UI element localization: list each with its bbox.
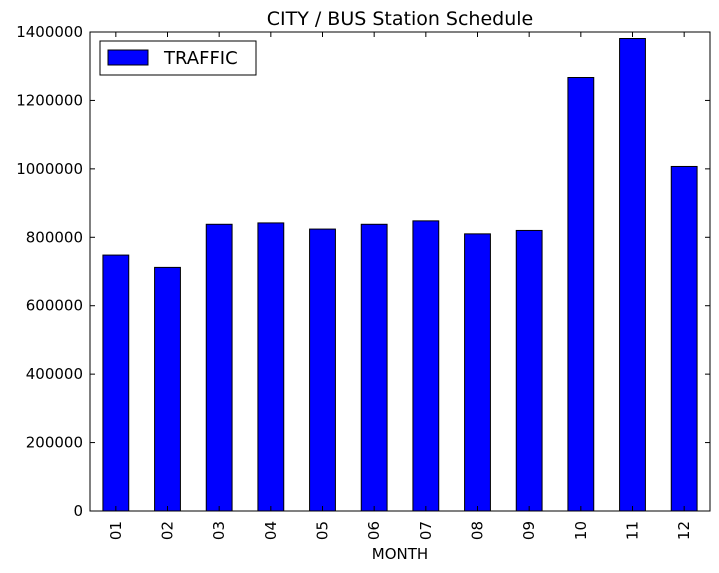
bar-05 — [309, 228, 336, 512]
y-tick-label: 1200000 — [16, 91, 83, 109]
plot-frame — [89, 31, 711, 512]
bar-08 — [464, 233, 491, 512]
bar-06 — [360, 223, 388, 512]
y-axis: 0 200000 400000 600000 800000 1000000 1200000 1… — [16, 23, 710, 520]
x-tick-label: 11 — [624, 521, 642, 540]
y-tick-label: 800000 — [26, 228, 83, 246]
x-tick-label: 03 — [210, 521, 228, 540]
bar-09 — [515, 229, 543, 512]
bar-10 — [567, 77, 595, 512]
bars-group — [102, 38, 698, 512]
x-tick-label: 02 — [159, 521, 177, 540]
x-tick-label: 01 — [107, 521, 125, 540]
x-axis: 01 02 03 04 05 06 07 08 09 10 11 12 — [107, 32, 693, 540]
bar-01 — [102, 254, 130, 512]
x-tick-label: 12 — [675, 521, 693, 540]
bar-04 — [257, 222, 285, 512]
chart-title: CITY / BUS Station Schedule — [267, 8, 534, 30]
x-tick-label: 04 — [262, 521, 280, 540]
legend-swatch — [107, 49, 149, 66]
legend: TRAFFIC — [99, 40, 257, 76]
x-tick-label: 06 — [365, 521, 383, 540]
x-axis-label: MONTH — [372, 545, 428, 563]
y-tick-label: 0 — [73, 502, 83, 520]
x-tick-label: 09 — [520, 521, 538, 540]
x-tick-label: 10 — [572, 521, 590, 540]
legend-label: TRAFFIC — [163, 48, 238, 69]
x-tick-label: 07 — [417, 521, 435, 540]
bar-03 — [205, 223, 233, 512]
y-tick-label: 200000 — [26, 434, 83, 452]
bar-11 — [619, 38, 646, 512]
y-tick-label: 400000 — [26, 365, 83, 383]
y-tick-label: 1400000 — [16, 23, 83, 41]
x-tick-label: 05 — [314, 521, 332, 540]
y-tick-label: 1000000 — [16, 160, 83, 178]
bar-02 — [154, 266, 181, 512]
bar-12 — [670, 165, 698, 512]
y-tick-label: 600000 — [26, 297, 83, 315]
bar-07 — [412, 220, 440, 512]
x-tick-label: 08 — [469, 521, 487, 540]
